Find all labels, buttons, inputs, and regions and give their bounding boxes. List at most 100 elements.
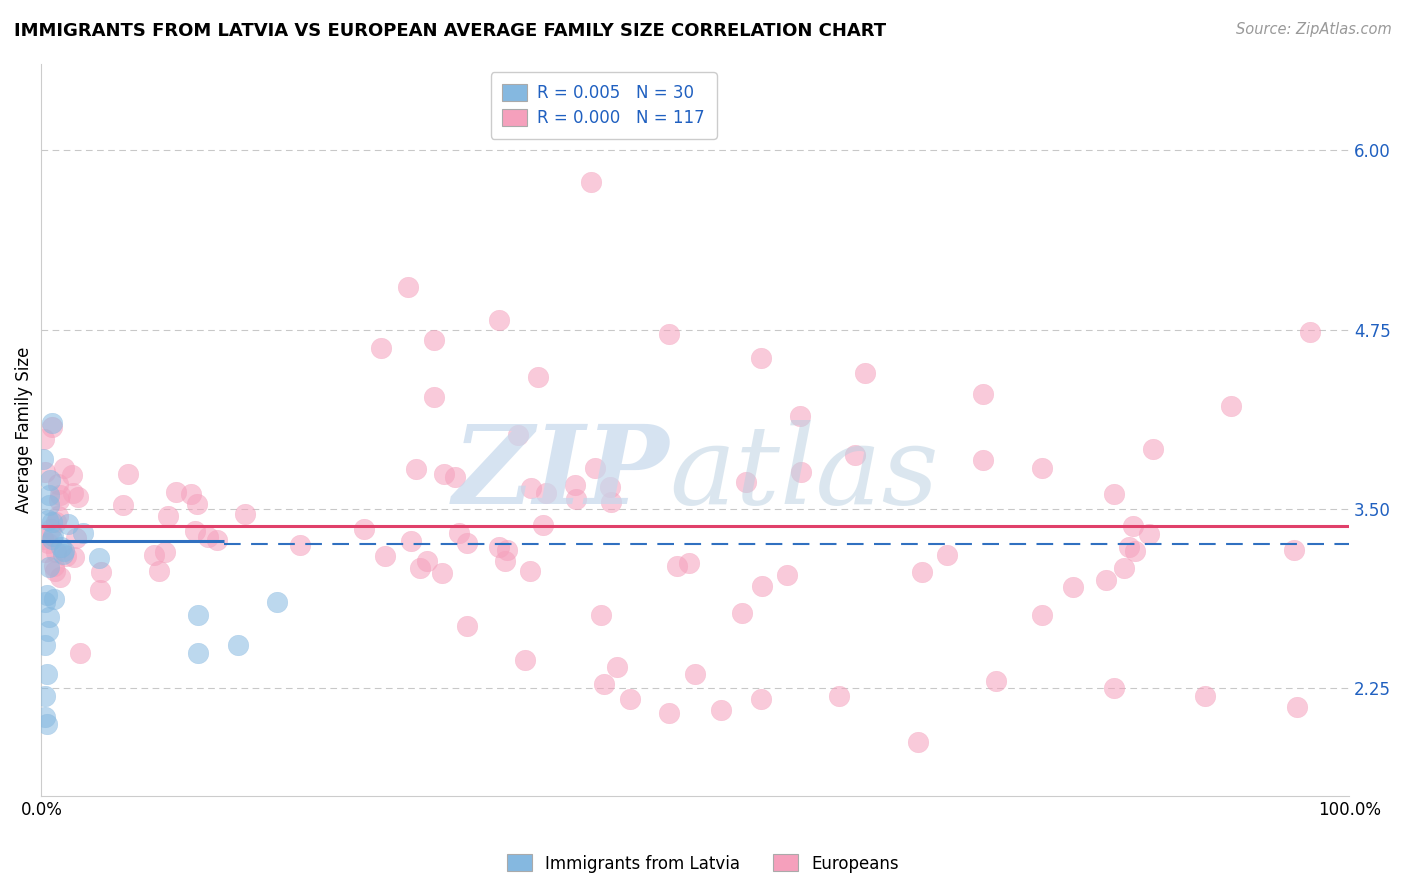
Point — [370, 341, 392, 355]
Point — [749, 691, 772, 706]
Point — [53, 544, 76, 558]
Point — [1102, 681, 1125, 696]
Point — [506, 428, 529, 442]
Point — [165, 485, 187, 500]
Point — [34, 465, 56, 479]
Point — [683, 667, 706, 681]
Point — [46, 508, 69, 523]
Point — [1220, 399, 1243, 413]
Point — [488, 541, 510, 555]
Point — [39, 474, 62, 488]
Point — [519, 564, 541, 578]
Point — [60, 467, 83, 482]
Point — [710, 703, 733, 717]
Point — [449, 526, 471, 541]
Point — [735, 475, 758, 490]
Point — [531, 517, 554, 532]
Point — [1095, 573, 1118, 587]
Y-axis label: Average Family Size: Average Family Size — [15, 347, 32, 513]
Point — [456, 619, 478, 633]
Point — [1285, 700, 1308, 714]
Point — [790, 465, 813, 479]
Point — [38, 488, 60, 502]
Point — [433, 467, 456, 481]
Point — [31, 451, 53, 466]
Point — [1194, 689, 1216, 703]
Point — [1299, 326, 1322, 340]
Point — [197, 529, 219, 543]
Point — [1062, 580, 1084, 594]
Point — [38, 560, 60, 574]
Point — [564, 478, 586, 492]
Point — [48, 492, 70, 507]
Point — [32, 532, 55, 546]
Point — [907, 734, 929, 748]
Point — [65, 531, 87, 545]
Point — [911, 565, 934, 579]
Point — [41, 515, 63, 529]
Point — [488, 312, 510, 326]
Point — [527, 370, 550, 384]
Point — [156, 508, 179, 523]
Point — [49, 540, 72, 554]
Point — [972, 387, 994, 401]
Point — [34, 595, 56, 609]
Point — [1118, 540, 1140, 554]
Point — [153, 545, 176, 559]
Point — [184, 524, 207, 538]
Point — [565, 491, 588, 506]
Point — [44, 591, 66, 606]
Point — [1123, 544, 1146, 558]
Point — [678, 556, 700, 570]
Point — [1282, 542, 1305, 557]
Point — [38, 609, 60, 624]
Point — [731, 606, 754, 620]
Point — [89, 582, 111, 597]
Point — [52, 547, 75, 561]
Point — [399, 533, 422, 548]
Point — [37, 624, 59, 638]
Point — [775, 567, 797, 582]
Point — [405, 461, 427, 475]
Text: Source: ZipAtlas.com: Source: ZipAtlas.com — [1236, 22, 1392, 37]
Point — [619, 691, 641, 706]
Point — [665, 558, 688, 573]
Point — [38, 498, 60, 512]
Point — [49, 570, 72, 584]
Point — [658, 326, 681, 341]
Text: IMMIGRANTS FROM LATVIA VS EUROPEAN AVERAGE FAMILY SIZE CORRELATION CHART: IMMIGRANTS FROM LATVIA VS EUROPEAN AVERA… — [14, 22, 886, 40]
Point — [187, 646, 209, 660]
Point — [579, 175, 602, 189]
Point — [41, 533, 63, 547]
Point — [984, 674, 1007, 689]
Point — [87, 551, 110, 566]
Point — [972, 453, 994, 467]
Point — [444, 470, 467, 484]
Point — [430, 566, 453, 580]
Point — [828, 689, 851, 703]
Point — [34, 545, 56, 559]
Point — [536, 486, 558, 500]
Point — [44, 564, 66, 578]
Point — [600, 494, 623, 508]
Point — [592, 677, 614, 691]
Point — [1031, 608, 1053, 623]
Point — [63, 550, 86, 565]
Point — [599, 480, 621, 494]
Text: ZIP: ZIP — [453, 420, 669, 528]
Point — [606, 660, 628, 674]
Point — [42, 529, 65, 543]
Point — [374, 549, 396, 563]
Point — [1112, 560, 1135, 574]
Point — [422, 390, 444, 404]
Point — [187, 607, 209, 622]
Point — [117, 467, 139, 481]
Point — [45, 515, 67, 529]
Point — [853, 366, 876, 380]
Point — [67, 490, 90, 504]
Point — [69, 646, 91, 660]
Point — [148, 564, 170, 578]
Point — [32, 432, 55, 446]
Point — [180, 487, 202, 501]
Point — [422, 333, 444, 347]
